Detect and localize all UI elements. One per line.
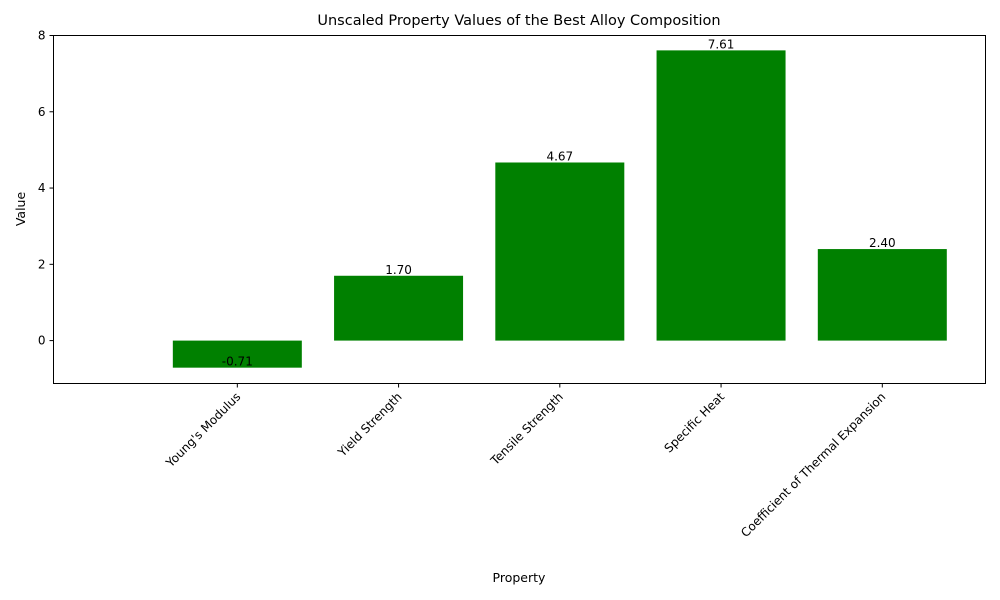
y-tick-label: 8 <box>38 29 46 43</box>
bar <box>495 162 625 341</box>
data-label: 7.61 <box>708 37 735 51</box>
bar <box>172 340 302 368</box>
plot-area: -0.71 1.70 4.67 7.61 2.40 <box>172 37 947 369</box>
y-tick-label: 0 <box>38 334 46 348</box>
data-label: 2.40 <box>869 236 896 250</box>
bar <box>334 275 464 341</box>
y-tick-label: 2 <box>38 257 46 271</box>
y-axis-label: Value <box>13 192 28 227</box>
bar <box>817 249 947 341</box>
x-axis-label: Property <box>493 570 546 585</box>
y-axis: 0 2 4 6 8 <box>38 29 54 348</box>
chart-title: Unscaled Property Values of the Best All… <box>317 13 720 29</box>
data-label: 4.67 <box>546 149 573 163</box>
data-label: 1.70 <box>385 263 412 277</box>
plot-frame <box>53 35 986 384</box>
y-tick-label: 6 <box>38 105 46 119</box>
data-label: -0.71 <box>222 355 253 369</box>
y-tick-label: 4 <box>38 181 46 195</box>
bar <box>656 50 786 341</box>
